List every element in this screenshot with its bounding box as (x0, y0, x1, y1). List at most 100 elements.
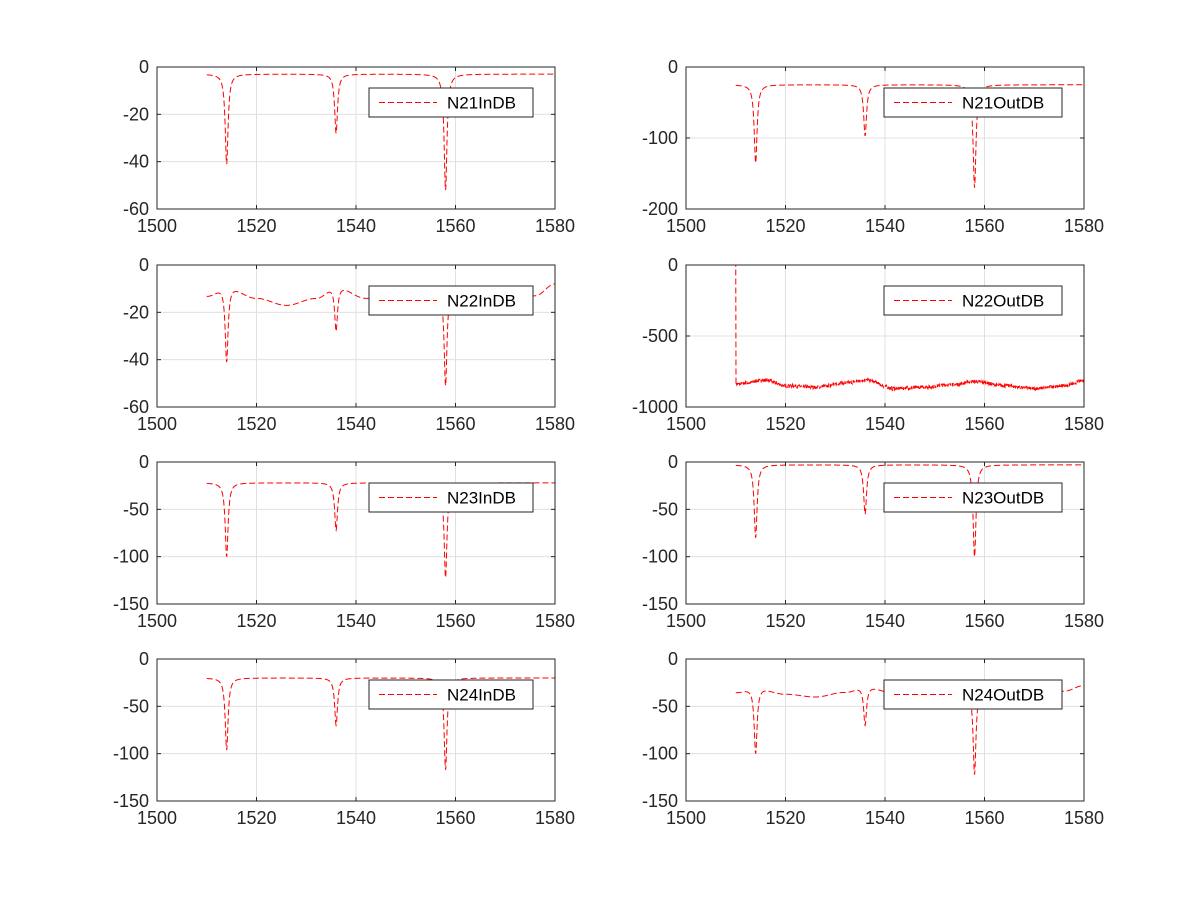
legend: N23OutDB (883, 482, 1063, 513)
x-tick-label: 1560 (964, 611, 1004, 631)
x-tick-label: 1500 (666, 808, 706, 828)
y-tick-label: -40 (123, 152, 149, 172)
y-tick-label: -150 (113, 594, 149, 614)
y-tick-label: -100 (113, 547, 149, 567)
subplot-2: 1500 1520 1540 1560 1580 0 -100 -200 N21OutDB (642, 57, 1104, 236)
x-tick-label: 1540 (865, 414, 905, 434)
y-tick-label: -200 (642, 199, 678, 219)
legend-label: N21InDB (447, 94, 516, 113)
y-tick-label: 0 (668, 649, 678, 669)
x-tick-label: 1500 (137, 216, 177, 236)
legend-box (368, 285, 534, 316)
subplot-8: 1500 1520 1540 1560 1580 0 -50 -100 -150 N24OutDB (642, 649, 1104, 828)
legend-label: N22OutDB (962, 292, 1044, 311)
legend: N21OutDB (883, 87, 1063, 118)
x-tick-label: 1540 (336, 808, 376, 828)
x-tick-label: 1500 (137, 414, 177, 434)
y-tick-label: -50 (652, 499, 678, 519)
legend-box (368, 679, 534, 710)
legend-label: N24OutDB (962, 686, 1044, 705)
x-tick-label: 1520 (765, 216, 805, 236)
x-tick-label: 1560 (435, 414, 475, 434)
y-tick-label: 0 (139, 57, 149, 77)
legend: N22InDB (368, 285, 534, 316)
x-tick-label: 1500 (666, 216, 706, 236)
x-tick-label: 1520 (765, 414, 805, 434)
x-tick-label: 1580 (535, 611, 575, 631)
x-tick-label: 1580 (1064, 611, 1104, 631)
y-tick-label: -20 (123, 302, 149, 322)
x-tick-label: 1520 (765, 611, 805, 631)
y-tick-label: -100 (642, 744, 678, 764)
x-tick-label: 1560 (964, 808, 1004, 828)
y-tick-label: -50 (123, 499, 149, 519)
x-tick-label: 1560 (964, 414, 1004, 434)
x-tick-label: 1580 (535, 216, 575, 236)
subplot-6: 1500 1520 1540 1560 1580 0 -50 -100 -150 N23OutDB (642, 452, 1104, 631)
y-tick-label: -100 (642, 547, 678, 567)
series-line-N21InDB (206, 73, 555, 191)
series-line-N23OutDB (735, 464, 1084, 557)
y-tick-label: -40 (123, 350, 149, 370)
x-tick-label: 1520 (236, 611, 276, 631)
subplot-1: 1500 1520 1540 1560 1580 0 -20 -40 -60 N21InDB (123, 57, 575, 236)
x-tick-label: 1520 (236, 808, 276, 828)
x-tick-label: 1580 (1064, 414, 1104, 434)
y-tick-label: -100 (113, 744, 149, 764)
y-tick-label: -50 (123, 696, 149, 716)
y-tick-label: -1000 (632, 397, 678, 417)
x-tick-label: 1540 (336, 414, 376, 434)
legend-label: N23InDB (447, 489, 516, 508)
x-tick-label: 1560 (435, 216, 475, 236)
series-line-N21OutDB (735, 84, 1084, 188)
subplot-3: 1500 1520 1540 1560 1580 0 -20 -40 -60 N22InDB (123, 255, 575, 434)
y-tick-label: -150 (113, 791, 149, 811)
y-tick-label: -150 (642, 594, 678, 614)
legend: N23InDB (368, 482, 534, 513)
legend-box (368, 482, 534, 513)
subplot-5: 1500 1520 1540 1560 1580 0 -50 -100 -150 N23InDB (113, 452, 575, 631)
y-tick-label: 0 (668, 255, 678, 275)
legend-label: N21OutDB (962, 94, 1044, 113)
x-tick-label: 1540 (865, 216, 905, 236)
legend: N24InDB (368, 679, 534, 710)
y-tick-label: -20 (123, 104, 149, 124)
legend: N22OutDB (883, 285, 1063, 316)
x-tick-label: 1520 (236, 414, 276, 434)
y-tick-label: -60 (123, 199, 149, 219)
y-tick-label: -60 (123, 397, 149, 417)
y-tick-label: -150 (642, 791, 678, 811)
y-tick-label: -500 (642, 326, 678, 346)
legend-label: N24InDB (447, 686, 516, 705)
x-tick-label: 1540 (336, 216, 376, 236)
subplot-7: 1500 1520 1540 1560 1580 0 -50 -100 -150 N24InDB (113, 649, 575, 828)
x-tick-label: 1560 (435, 808, 475, 828)
series-line-N22OutDB (735, 265, 1084, 392)
legend-label: N23OutDB (962, 489, 1044, 508)
x-tick-label: 1500 (666, 414, 706, 434)
x-tick-label: 1540 (865, 808, 905, 828)
y-tick-label: 0 (668, 452, 678, 472)
y-tick-label: 0 (139, 452, 149, 472)
y-tick-label: 0 (139, 649, 149, 669)
y-tick-label: 0 (668, 57, 678, 77)
x-tick-label: 1540 (336, 611, 376, 631)
legend-label: N22InDB (447, 292, 516, 311)
legend: N24OutDB (883, 679, 1063, 710)
x-tick-label: 1560 (435, 611, 475, 631)
x-tick-label: 1520 (236, 216, 276, 236)
x-tick-label: 1580 (1064, 808, 1104, 828)
series-line-N24InDB (206, 677, 555, 770)
y-tick-label: 0 (139, 255, 149, 275)
x-tick-label: 1500 (666, 611, 706, 631)
legend-box (883, 285, 1063, 316)
legend: N21InDB (368, 87, 534, 118)
y-tick-label: -50 (652, 696, 678, 716)
subplot-4: 1500 1520 1540 1560 1580 0 -500 -1000 N22OutDB (632, 255, 1104, 434)
x-tick-label: 1540 (865, 611, 905, 631)
legend-box (368, 87, 534, 118)
x-tick-label: 1580 (535, 414, 575, 434)
x-tick-label: 1580 (1064, 216, 1104, 236)
